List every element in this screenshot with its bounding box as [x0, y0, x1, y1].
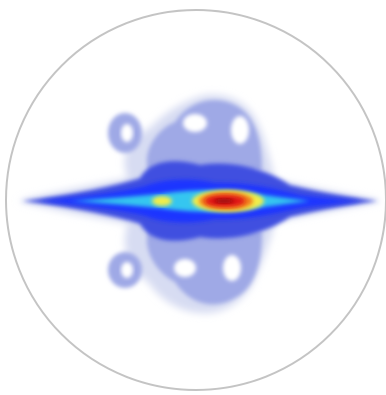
core-peak: [214, 198, 234, 204]
pocket: [121, 262, 133, 278]
pocket: [231, 116, 249, 144]
upper-cloud: [146, 100, 262, 175]
lower-cloud: [146, 226, 262, 305]
pocket: [121, 124, 133, 142]
plot-area: [18, 94, 382, 314]
yellow-spot: [152, 196, 172, 206]
pocket: [174, 259, 196, 277]
frame-circle: [5, 9, 386, 391]
pocket: [223, 255, 241, 281]
pocket: [183, 114, 207, 132]
